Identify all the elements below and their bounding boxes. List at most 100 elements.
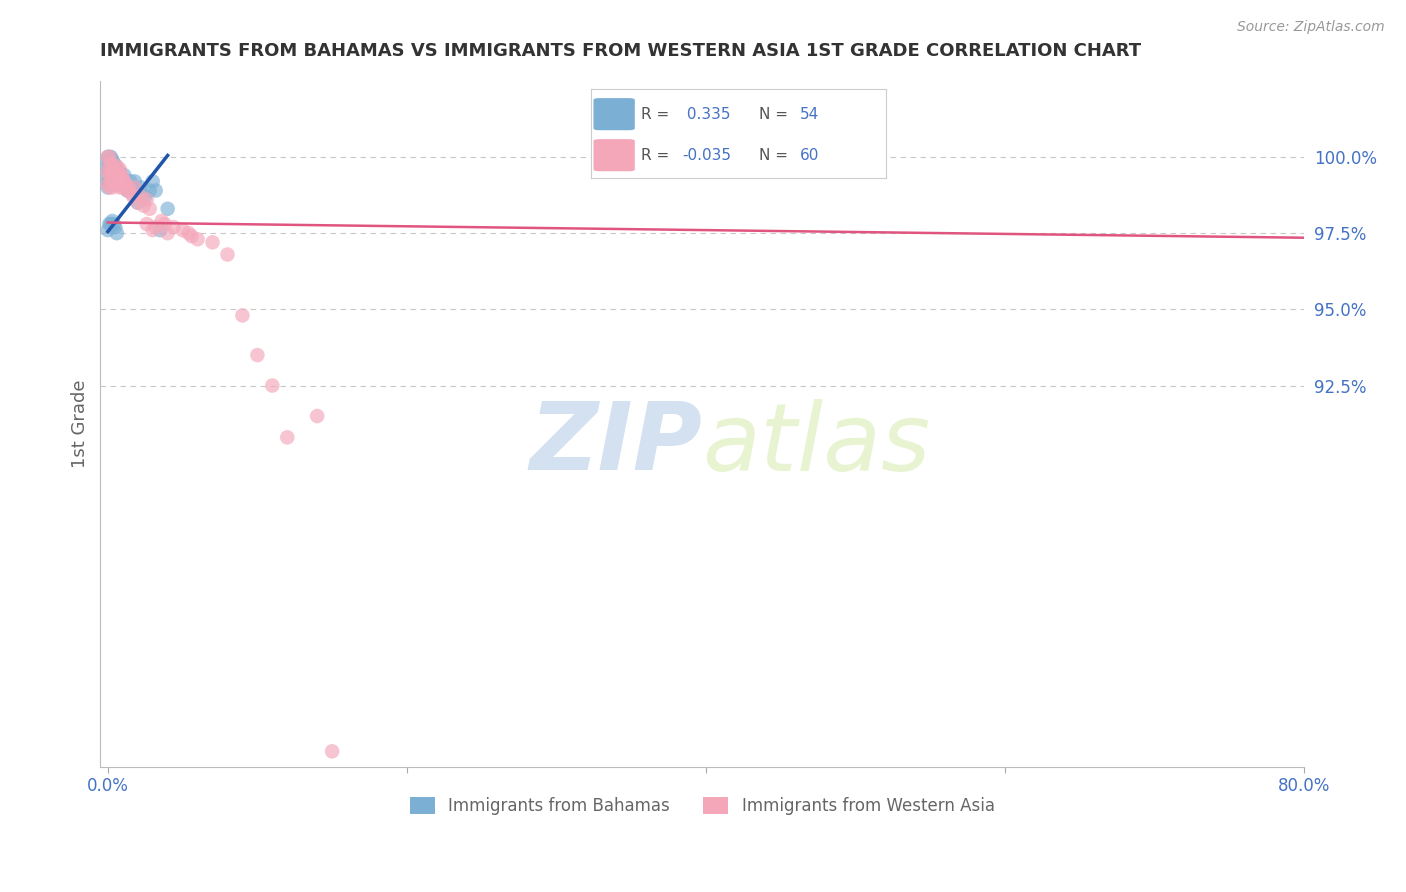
Point: [107, 174, 129, 188]
Point: [110, 171, 132, 186]
Point: [100, 156, 122, 170]
Point: [108, 180, 131, 194]
Point: [98, 150, 121, 164]
Point: [100, 217, 122, 231]
Point: [105, 171, 128, 186]
Point: [321, 744, 343, 758]
Point: [108, 165, 131, 179]
Legend: Immigrants from Bahamas, Immigrants from Western Asia: Immigrants from Bahamas, Immigrants from…: [402, 789, 1002, 823]
Point: [103, 159, 125, 173]
Point: [127, 195, 149, 210]
Point: [153, 217, 176, 231]
Point: [177, 226, 200, 240]
Point: [124, 180, 146, 194]
Point: [142, 174, 165, 188]
Point: [97, 223, 120, 237]
FancyBboxPatch shape: [593, 139, 636, 171]
Point: [103, 217, 125, 231]
Point: [104, 159, 127, 173]
Point: [124, 174, 146, 188]
Point: [135, 193, 157, 207]
Point: [180, 229, 202, 244]
Point: [111, 174, 134, 188]
Point: [117, 184, 139, 198]
Point: [98, 150, 121, 164]
Point: [100, 174, 122, 188]
Point: [101, 180, 124, 194]
Text: N =: N =: [759, 107, 793, 121]
Point: [103, 178, 125, 192]
Point: [98, 217, 121, 231]
Point: [201, 235, 224, 250]
Text: 0.335: 0.335: [682, 107, 731, 121]
Point: [97, 162, 120, 177]
Point: [156, 226, 179, 240]
Text: R =: R =: [641, 107, 673, 121]
Point: [101, 159, 124, 173]
Point: [231, 309, 253, 323]
Point: [98, 168, 121, 182]
Point: [97, 150, 120, 164]
Point: [135, 217, 157, 231]
Point: [111, 180, 134, 194]
Point: [100, 150, 122, 164]
Point: [97, 156, 120, 170]
Point: [105, 226, 128, 240]
Point: [98, 156, 121, 170]
Text: N =: N =: [759, 148, 793, 162]
Point: [134, 189, 156, 203]
Point: [162, 220, 184, 235]
FancyBboxPatch shape: [593, 98, 636, 130]
Point: [111, 171, 134, 186]
Point: [138, 184, 160, 198]
Point: [98, 159, 121, 173]
Point: [98, 171, 121, 186]
Point: [108, 171, 131, 186]
Point: [101, 168, 124, 182]
Point: [122, 189, 145, 203]
Point: [246, 348, 269, 362]
Point: [108, 162, 131, 177]
Point: [129, 180, 152, 194]
Point: [150, 214, 173, 228]
Point: [117, 184, 139, 198]
Point: [187, 232, 209, 246]
Point: [138, 202, 160, 216]
Point: [120, 174, 142, 188]
Point: [217, 247, 239, 261]
Point: [121, 186, 143, 201]
Text: atlas: atlas: [702, 399, 931, 490]
Point: [132, 199, 155, 213]
Point: [262, 378, 284, 392]
Point: [101, 178, 124, 192]
Point: [105, 159, 128, 173]
Point: [107, 165, 129, 179]
Point: [307, 409, 329, 423]
Point: [108, 178, 131, 192]
Point: [104, 168, 127, 182]
Point: [149, 223, 172, 237]
Point: [156, 202, 179, 216]
Point: [97, 174, 120, 188]
Text: IMMIGRANTS FROM BAHAMAS VS IMMIGRANTS FROM WESTERN ASIA 1ST GRADE CORRELATION CH: IMMIGRANTS FROM BAHAMAS VS IMMIGRANTS FR…: [100, 42, 1142, 60]
Text: Source: ZipAtlas.com: Source: ZipAtlas.com: [1237, 20, 1385, 34]
Point: [101, 153, 124, 167]
Y-axis label: 1st Grade: 1st Grade: [72, 379, 89, 468]
Point: [104, 165, 127, 179]
Point: [122, 180, 145, 194]
Point: [98, 162, 121, 177]
Point: [98, 180, 121, 194]
Point: [100, 165, 122, 179]
Point: [110, 168, 132, 182]
Text: 54: 54: [800, 107, 820, 121]
Point: [97, 168, 120, 182]
Point: [112, 168, 135, 182]
Point: [276, 430, 298, 444]
Point: [127, 195, 149, 210]
Point: [101, 162, 124, 177]
Text: ZIP: ZIP: [530, 398, 702, 491]
Point: [97, 150, 120, 164]
Point: [105, 162, 128, 177]
Point: [105, 178, 128, 192]
Point: [104, 220, 127, 235]
